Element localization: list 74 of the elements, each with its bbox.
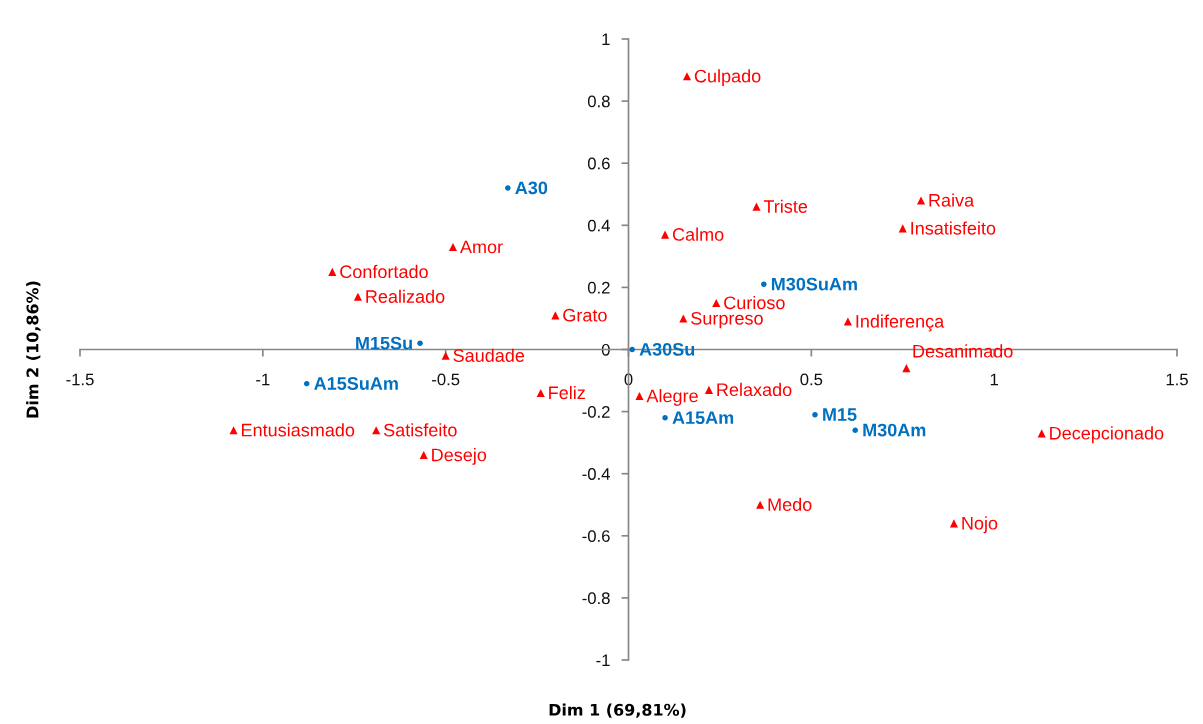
point	[916, 196, 926, 205]
data-label: Feliz	[549, 385, 585, 400]
point	[303, 380, 310, 387]
point	[229, 426, 238, 435]
data-label: M30Am	[863, 423, 926, 437]
y-tick-label: -0.4	[582, 468, 610, 480]
data-label: Realizado	[366, 289, 445, 303]
data-label: A30	[515, 181, 548, 195]
point	[756, 500, 765, 509]
y-tick-label: 1	[602, 33, 610, 46]
x-tick-label: 0.5	[800, 373, 823, 386]
data-label: Raiva	[929, 193, 975, 207]
x-tick-label: 1.5	[1166, 373, 1188, 386]
y-tick-label: 0.6	[587, 157, 610, 170]
data-label: Indiferença	[856, 314, 945, 332]
y-tick-label: 0.8	[587, 95, 610, 108]
data-label: A30Su	[639, 342, 695, 356]
point	[536, 388, 545, 398]
point	[902, 364, 911, 373]
data-label: Grato	[563, 308, 607, 322]
data-label: M30SuAm	[771, 277, 857, 291]
data-label: Decepcionado	[1050, 426, 1164, 444]
point	[752, 202, 761, 211]
data-label: Desanimado	[913, 344, 1013, 358]
data-label: A15SuAm	[314, 377, 398, 390]
data-label: A15Am	[672, 411, 734, 425]
x-tick-label: 1	[990, 373, 998, 386]
y-tick-label: -0.6	[582, 530, 610, 542]
point	[761, 281, 767, 288]
data-label: Curioso	[724, 295, 785, 310]
point	[419, 451, 428, 460]
y-tick-label: -0.2	[582, 406, 610, 418]
point	[635, 392, 644, 401]
point	[328, 267, 337, 276]
data-label: Triste	[763, 199, 808, 213]
point	[712, 298, 721, 307]
y-tick-label: -0.8	[582, 592, 610, 605]
data-label: Alegre	[646, 389, 698, 406]
x-axis-title: Dim 1 (69,81%)	[549, 703, 686, 718]
point	[812, 411, 818, 418]
x-tick-label: -1	[256, 373, 270, 386]
data-label: Culpado	[694, 69, 761, 87]
data-label: Relaxado	[717, 382, 792, 397]
point	[704, 385, 713, 394]
point	[662, 415, 668, 421]
point	[417, 340, 423, 347]
data-label: Amor	[459, 240, 503, 254]
point	[852, 427, 858, 434]
y-tick-label: 0.4	[587, 219, 610, 232]
y-tick-label: 0.2	[587, 281, 610, 294]
data-label: Desejo	[432, 448, 487, 465]
data-label: Confortado	[340, 264, 428, 279]
data-label: Insatisfeito	[911, 221, 996, 235]
point	[353, 292, 362, 301]
data-label: Calmo	[672, 227, 724, 241]
data-label: Nojo	[962, 516, 998, 534]
point	[661, 230, 670, 239]
data-label: Surpreso	[691, 311, 763, 329]
point	[505, 185, 511, 191]
data-label: M15	[823, 408, 857, 421]
data-label: M15Su	[356, 336, 412, 350]
point	[843, 317, 852, 326]
x-tick-label: -0.5	[432, 373, 460, 386]
x-tick-label: -1.5	[66, 373, 94, 386]
data-label: Medo	[768, 497, 812, 511]
data-label: Satisfeito	[383, 423, 457, 437]
point	[629, 346, 635, 353]
data-label: Entusiasmado	[242, 423, 355, 437]
y-axis-title: Dim 2 (10,86%)	[26, 281, 41, 418]
y-tick-label: -1	[596, 654, 610, 667]
data-label: Saudade	[453, 348, 525, 362]
point	[682, 72, 692, 81]
point	[448, 242, 458, 252]
point	[949, 519, 958, 528]
